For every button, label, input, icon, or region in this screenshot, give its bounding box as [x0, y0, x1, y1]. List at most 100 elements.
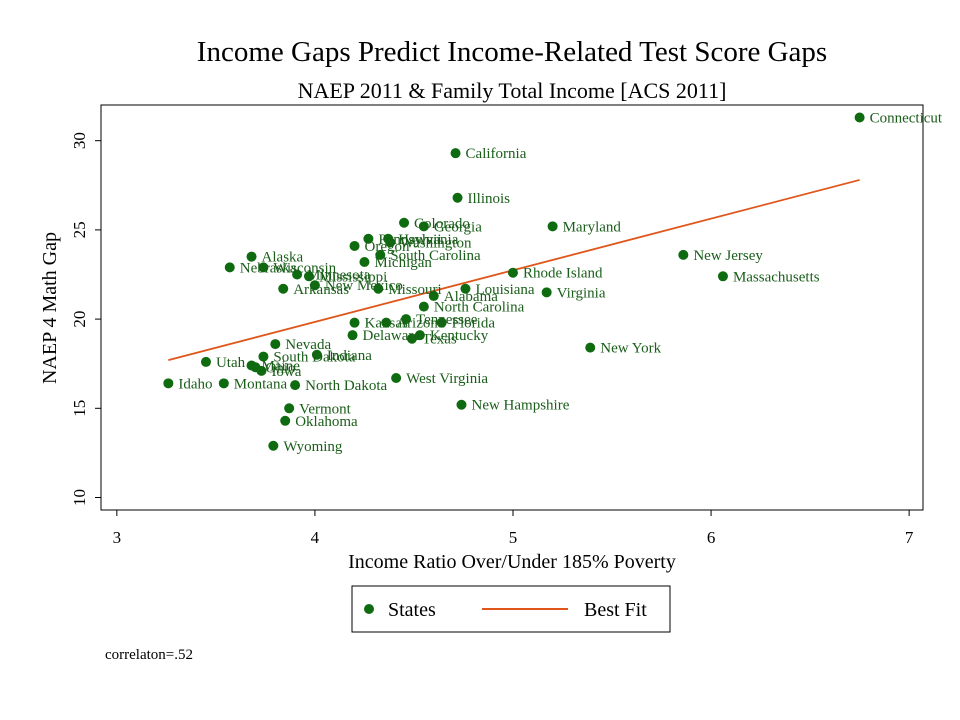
x-tick-label-5: 5 [509, 528, 518, 547]
point-new-york [585, 342, 596, 353]
point-nebraska [224, 262, 235, 273]
point-label-mississippi: Mississippi [319, 269, 387, 285]
chart-title: Income Gaps Predict Income-Related Test … [197, 36, 827, 68]
point-label-new-mexico: New Mexico [325, 278, 403, 294]
point-delaware [347, 330, 358, 341]
x-tick-label-6: 6 [707, 528, 716, 547]
point-label-minnesota: Minnesota [307, 267, 371, 283]
point-label-arizona: Arizona [396, 316, 445, 332]
point-label-iowa: Iowa [271, 364, 301, 380]
point-label-alabama: Alabama [444, 289, 498, 305]
point-label-connecticut: Connecticut [870, 110, 943, 126]
point-label-illinois: Illinois [468, 191, 511, 207]
point-north-dakota [290, 380, 301, 391]
point-utah [200, 356, 211, 367]
point-oklahoma [280, 415, 291, 426]
points-layer [163, 112, 865, 451]
point-label-missouri: Missouri [388, 282, 441, 298]
point-label-nebraska: Nebraska [240, 260, 297, 276]
point-alabama [428, 290, 439, 301]
point-label-wisconsin: Wisconsin [273, 260, 336, 276]
y-tick-label-10: 10 [70, 489, 89, 506]
correlation-note: correlaton=.52 [105, 647, 193, 663]
point-label-georgia: Georgia [434, 219, 482, 235]
point-illinois [452, 192, 463, 203]
point-label-louisiana: Louisiana [475, 282, 534, 298]
legend-label-best-fit: Best Fit [584, 599, 647, 621]
point-label-delaware: Delaware [363, 328, 421, 344]
point-label-oregon: Oregon [365, 239, 410, 255]
point-tennessee [401, 314, 412, 325]
point-label-texas: Texas [422, 332, 457, 348]
point-kentucky [414, 330, 425, 341]
point-west-virginia [391, 372, 402, 383]
y-tick-label-15: 15 [70, 400, 89, 417]
point-north-carolina [418, 301, 429, 312]
x-axis-title: Income Ratio Over/Under 185% Poverty [348, 551, 676, 573]
point-label-north-dakota: North Dakota [305, 378, 387, 394]
point-label-tennessee: Tennessee [416, 312, 478, 328]
point-label-south-dakota: South Dakota [273, 350, 355, 366]
legend-label-states: States [388, 599, 436, 621]
point-label-oklahoma: Oklahoma [295, 414, 358, 430]
point-label-west-virginia: West Virginia [406, 371, 488, 387]
point-label-new-york: New York [600, 341, 661, 357]
point-label-south-carolina: South Carolina [390, 248, 481, 264]
point-label-pennsylvania: Pennsylvania [378, 232, 458, 248]
point-massachusetts [717, 271, 728, 282]
x-tick-label-3: 3 [113, 528, 122, 547]
point-indiana [311, 349, 322, 360]
point-label-wyoming: Wyoming [283, 439, 343, 455]
point-label-hawaii: Hawaii [398, 232, 441, 248]
point-connecticut [854, 112, 865, 123]
point-label-rhode-island: Rhode Island [523, 266, 603, 282]
point-label-alaska: Alaska [262, 250, 304, 266]
point-arizona [381, 317, 392, 328]
point-label-california: California [466, 146, 527, 162]
point-label-maryland: Maryland [563, 219, 622, 235]
point-kansas [349, 317, 360, 328]
point-maryland [547, 221, 558, 232]
x-axis: 3 4 5 6 7 [113, 510, 914, 547]
point-label-maine: Maine [262, 358, 301, 374]
point-label-florida: Florida [452, 316, 496, 332]
point-label-vermont: Vermont [299, 401, 351, 417]
point-louisiana [460, 283, 471, 294]
point-oregon [349, 240, 360, 251]
point-label-utah: Utah [216, 355, 246, 371]
point-label-colorado: Colorado [414, 216, 470, 232]
point-arkansas [278, 283, 289, 294]
point-california [450, 148, 461, 159]
point-label-washington: Washington [400, 235, 472, 251]
point-alaska [246, 251, 257, 262]
point-label-north-carolina: North Carolina [434, 300, 525, 316]
plot-frame [100, 104, 924, 511]
point-label-nevada: Nevada [285, 337, 331, 353]
point-wisconsin [258, 262, 269, 273]
point-south-dakota [258, 351, 269, 362]
chart-subtitle: NAEP 2011 & Family Total Income [ACS 201… [298, 78, 727, 103]
point-washington [385, 237, 396, 248]
point-label-kentucky: Kentucky [430, 328, 489, 344]
point-label-indiana: Indiana [327, 348, 372, 364]
point-vermont [284, 403, 295, 414]
point-label-montana: Montana [234, 376, 288, 392]
point-virginia [541, 287, 552, 298]
point-label-michigan: Michigan [374, 255, 432, 271]
point-iowa [256, 365, 267, 376]
point-new-mexico [309, 280, 320, 291]
point-texas [406, 333, 417, 344]
point-label-new-jersey: New Jersey [693, 248, 763, 264]
point-label-ohio: Ohio [265, 360, 295, 376]
x-tick-label-7: 7 [905, 528, 914, 547]
point-colorado [399, 217, 410, 228]
point-wyoming [268, 440, 279, 451]
point-florida [436, 317, 447, 328]
point-new-hampshire [456, 399, 467, 410]
legend: States Best Fit [351, 585, 671, 633]
point-label-virginia: Virginia [557, 285, 606, 301]
y-tick-label-25: 25 [70, 221, 89, 238]
x-tick-label-4: 4 [311, 528, 320, 547]
point-south-carolina [375, 249, 386, 260]
